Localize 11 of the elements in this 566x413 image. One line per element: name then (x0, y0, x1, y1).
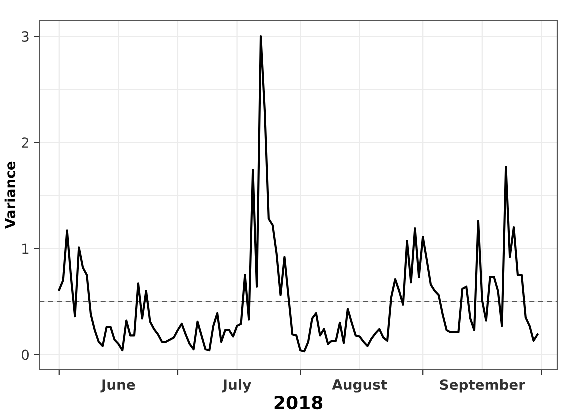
y-tick-label: 3 (22, 32, 29, 42)
line-series (58, 36, 539, 353)
x-tick-label: June (100, 380, 136, 393)
x-tick-label: August (332, 380, 388, 393)
x-tick-label: September (440, 379, 526, 393)
x-axis-title: 2018 (274, 396, 323, 410)
y-tick-label: 0 (22, 350, 29, 360)
y-tick-label: 2 (22, 138, 29, 148)
y-axis-title: Variance (4, 162, 16, 230)
x-tick-label: July (222, 379, 252, 393)
y-tick-label: 1 (22, 244, 29, 254)
